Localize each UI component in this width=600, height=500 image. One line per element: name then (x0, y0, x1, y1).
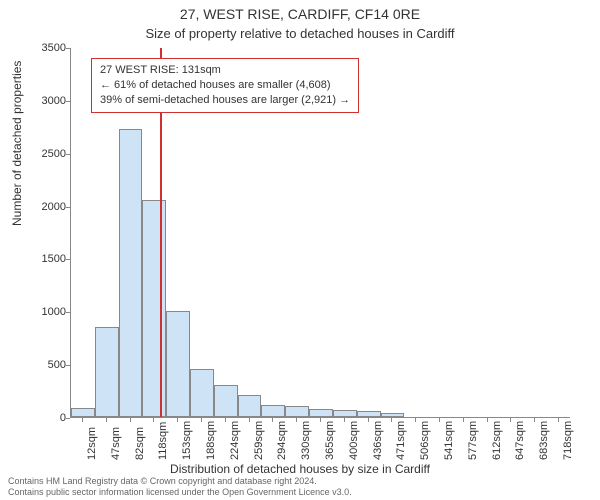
histogram-bar (142, 200, 166, 417)
x-tick-mark (415, 418, 416, 422)
x-tick-label: 718sqm (562, 421, 574, 460)
x-tick-label: 541sqm (443, 421, 455, 460)
y-tick-label: 500 (6, 359, 66, 371)
x-tick-label: 471sqm (395, 421, 407, 460)
x-tick-label: 188sqm (205, 421, 217, 460)
x-tick-label: 683sqm (538, 421, 550, 460)
x-tick-label: 330sqm (300, 421, 312, 460)
y-tick-mark (66, 101, 70, 102)
y-tick-mark (66, 154, 70, 155)
x-tick-mark (201, 418, 202, 422)
histogram-bar (95, 327, 119, 417)
x-tick-mark (439, 418, 440, 422)
y-tick-mark (66, 259, 70, 260)
annotation-line3: 39% of semi-detached houses are larger (… (100, 93, 350, 108)
footer-line1: Contains HM Land Registry data © Crown c… (8, 476, 592, 487)
x-tick-label: 82sqm (134, 427, 146, 460)
chart-title-main: 27, WEST RISE, CARDIFF, CF14 0RE (0, 6, 600, 22)
plot-area: 27 WEST RISE: 131sqm ← 61% of detached h… (70, 48, 570, 418)
y-tick-label: 3000 (6, 95, 66, 107)
x-tick-mark (368, 418, 369, 422)
y-tick-label: 3500 (6, 42, 66, 54)
x-tick-mark (249, 418, 250, 422)
y-tick-label: 0 (6, 412, 66, 424)
y-tick-label: 2500 (6, 148, 66, 160)
x-tick-label: 647sqm (514, 421, 526, 460)
y-tick-label: 1000 (6, 306, 66, 318)
histogram-bar (333, 410, 357, 417)
x-tick-label: 294sqm (276, 421, 288, 460)
footer-line2: Contains public sector information licen… (8, 487, 592, 498)
x-tick-label: 259sqm (253, 421, 265, 460)
y-tick-mark (66, 365, 70, 366)
x-tick-mark (177, 418, 178, 422)
histogram-bar (214, 385, 238, 417)
y-tick-label: 1500 (6, 253, 66, 265)
x-tick-mark (320, 418, 321, 422)
histogram-bar (357, 411, 381, 417)
annotation-line2: ← 61% of detached houses are smaller (4,… (100, 78, 350, 93)
annotation-box: 27 WEST RISE: 131sqm ← 61% of detached h… (91, 58, 359, 113)
chart-container: 27, WEST RISE, CARDIFF, CF14 0RE Size of… (0, 0, 600, 500)
x-tick-label: 153sqm (181, 421, 193, 460)
x-tick-mark (225, 418, 226, 422)
x-tick-label: 612sqm (491, 421, 503, 460)
histogram-bar (166, 311, 190, 417)
x-tick-mark (296, 418, 297, 422)
y-tick-mark (66, 48, 70, 49)
x-tick-mark (130, 418, 131, 422)
y-tick-mark (66, 207, 70, 208)
x-tick-mark (534, 418, 535, 422)
x-tick-label: 118sqm (157, 422, 169, 460)
x-tick-label: 47sqm (110, 427, 122, 460)
x-tick-mark (510, 418, 511, 422)
histogram-bar (381, 413, 405, 417)
histogram-bar (119, 129, 143, 417)
x-tick-mark (272, 418, 273, 422)
x-tick-label: 365sqm (324, 421, 336, 460)
y-tick-mark (66, 418, 70, 419)
x-tick-label: 12sqm (86, 427, 98, 460)
x-tick-label: 436sqm (372, 421, 384, 460)
histogram-bar (71, 408, 95, 418)
y-tick-label: 2000 (6, 201, 66, 213)
x-tick-mark (82, 418, 83, 422)
chart-title-sub: Size of property relative to detached ho… (0, 26, 600, 41)
x-tick-mark (153, 418, 154, 422)
x-tick-mark (463, 418, 464, 422)
x-tick-mark (344, 418, 345, 422)
x-tick-mark (106, 418, 107, 422)
x-tick-label: 506sqm (419, 421, 431, 460)
y-tick-mark (66, 312, 70, 313)
x-tick-mark (558, 418, 559, 422)
annotation-line1: 27 WEST RISE: 131sqm (100, 63, 350, 78)
footer-attribution: Contains HM Land Registry data © Crown c… (8, 476, 592, 498)
x-tick-mark (487, 418, 488, 422)
x-tick-mark (391, 418, 392, 422)
histogram-bar (285, 406, 309, 417)
x-tick-label: 224sqm (229, 421, 241, 460)
histogram-bar (190, 369, 214, 417)
histogram-bar (238, 395, 262, 417)
histogram-bar (309, 409, 333, 417)
x-tick-label: 400sqm (348, 421, 360, 460)
histogram-bar (261, 405, 285, 417)
x-axis-label: Distribution of detached houses by size … (0, 462, 600, 476)
x-tick-label: 577sqm (467, 421, 479, 460)
